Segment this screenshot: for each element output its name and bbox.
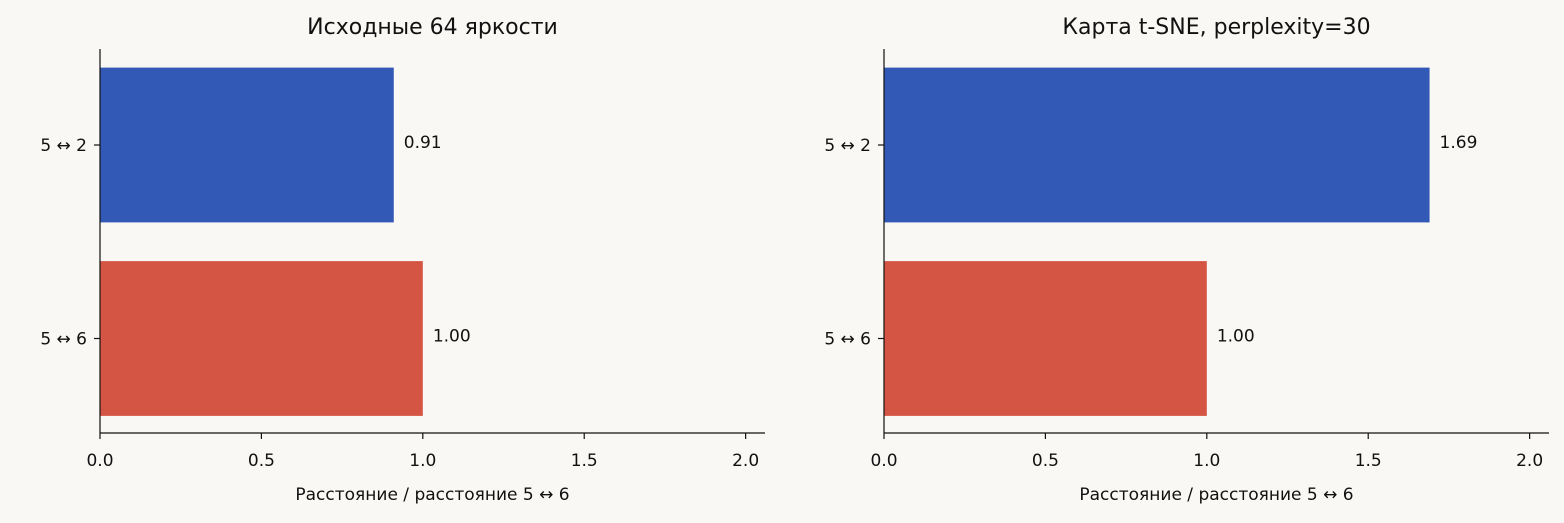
x-tick-label: 0.0: [870, 451, 897, 471]
y-tick-label: 5 ↔ 6: [824, 330, 871, 350]
x-tick-label: 2.0: [732, 451, 759, 471]
y-tick-label: 5 ↔ 2: [824, 136, 871, 156]
chart-title: Исходные 64 яркости: [307, 15, 558, 40]
x-tick-label: 0.5: [248, 451, 275, 471]
bar: [100, 261, 423, 416]
x-tick-label: 1.5: [1355, 451, 1382, 471]
x-tick-label: 1.0: [409, 451, 436, 471]
x-tick-label: 0.5: [1032, 451, 1059, 471]
x-tick-label: 0.0: [86, 451, 113, 471]
x-tick-label: 1.5: [571, 451, 598, 471]
y-tick-label: 5 ↔ 2: [40, 136, 87, 156]
bar: [100, 67, 394, 223]
value-label: 0.91: [404, 133, 442, 153]
value-label: 1.69: [1440, 133, 1478, 153]
x-tick-label: 1.0: [1193, 451, 1220, 471]
x-axis-label: Расстояние / расстояние 5 ↔ 6: [1079, 485, 1353, 505]
value-label: 1.00: [1217, 327, 1255, 347]
x-tick-label: 2.0: [1516, 451, 1543, 471]
x-axis-label: Расстояние / расстояние 5 ↔ 6: [295, 485, 569, 505]
bar: [884, 261, 1207, 416]
y-tick-label: 5 ↔ 6: [40, 330, 87, 350]
chart-title: Карта t-SNE, perplexity=30: [1062, 15, 1370, 40]
bar: [884, 67, 1430, 223]
value-label: 1.00: [433, 327, 471, 347]
